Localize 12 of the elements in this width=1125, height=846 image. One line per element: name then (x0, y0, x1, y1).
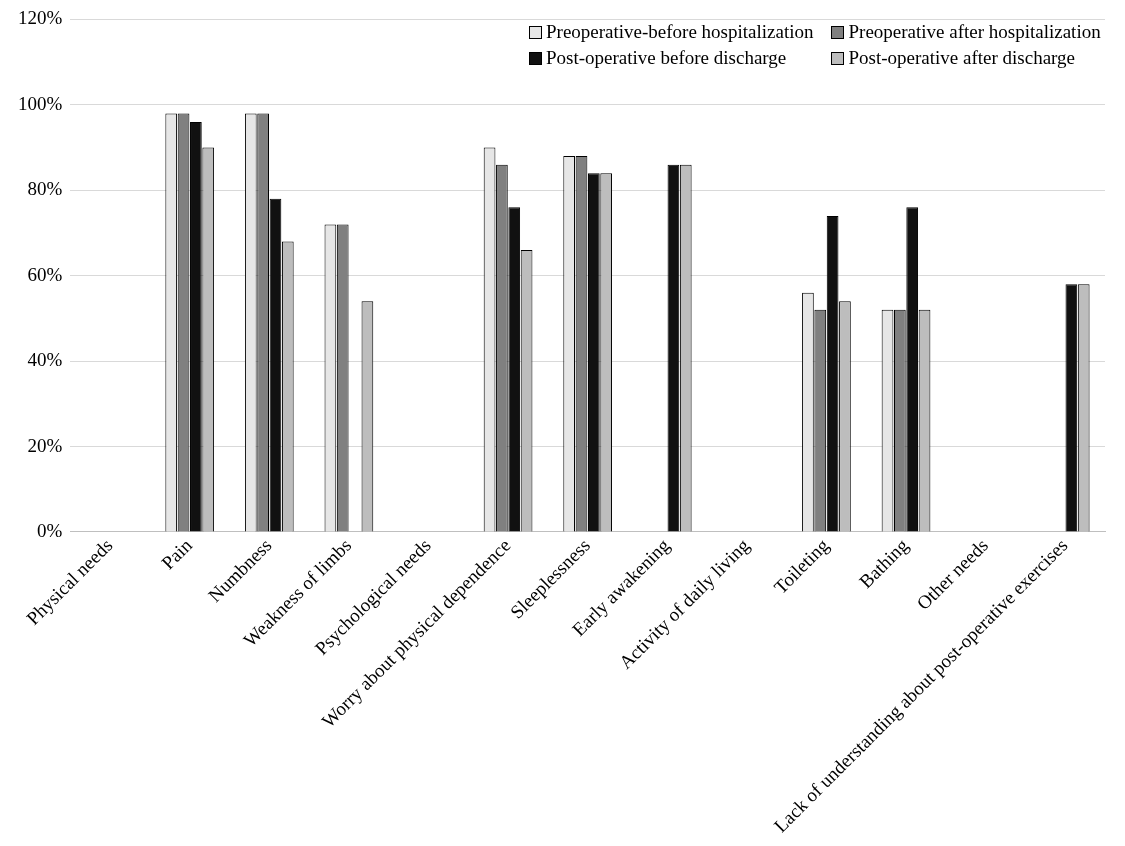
x-tick-label: Pain (157, 534, 197, 574)
y-tick-label: 40% (27, 349, 63, 371)
y-tick-label: 100% (18, 92, 63, 114)
y-tick-label: 20% (27, 434, 63, 456)
y-tick-label: 0% (37, 519, 63, 541)
legend-label: Post-operative after discharge (848, 47, 1075, 70)
y-tick-label: 120% (18, 7, 63, 29)
y-tick-label: 60% (27, 263, 63, 285)
legend-label: Post-operative before discharge (546, 47, 787, 70)
legend-label: Preoperative-before hospitalization (546, 21, 814, 44)
legend-label: Preoperative after hospitalization (848, 21, 1101, 44)
y-tick-label: 80% (27, 178, 63, 200)
